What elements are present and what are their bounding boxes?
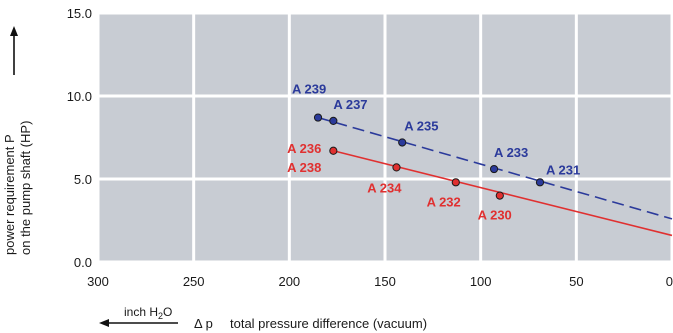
y-axis-label-line1: power requirement P xyxy=(2,134,17,255)
data-point xyxy=(489,164,499,174)
y-axis: 0.0 5.0 10.0 15.0 xyxy=(67,6,92,270)
data-point xyxy=(451,178,460,187)
data-point xyxy=(313,113,323,122)
data-point xyxy=(329,146,338,155)
data-point xyxy=(329,116,338,126)
data-point xyxy=(495,191,504,200)
y-tick-label: 0.0 xyxy=(74,255,92,270)
y-tick-label: 15.0 xyxy=(67,6,92,21)
data-point xyxy=(535,178,545,187)
y-axis-arrow-icon xyxy=(10,26,18,75)
x-tick-label: 300 xyxy=(87,274,109,289)
grid xyxy=(96,11,673,264)
point-label: A 239 xyxy=(292,82,326,97)
series-1: A 236 A 238 A 234 A 232 A 230 xyxy=(287,141,673,237)
x-tick-label: 50 xyxy=(569,274,583,289)
x-axis-unit-label: inch H2O xyxy=(124,305,172,321)
series-layer: A 239 A 237 A 235 A 233 A 231 A 236 A 238 A 234… xyxy=(287,82,673,237)
x-tick-label: 150 xyxy=(374,274,396,289)
series-0: A 239 A 237 A 235 A 233 A 231 xyxy=(292,82,673,220)
point-label: A 230 xyxy=(478,208,512,223)
point-label: A 236 xyxy=(287,141,321,156)
y-tick-label: 10.0 xyxy=(67,89,92,104)
point-label: A 238 xyxy=(287,160,321,175)
x-axis-arrow-icon xyxy=(99,319,178,327)
x-tick-label: 200 xyxy=(278,274,300,289)
x-axis-symbol: Δ p xyxy=(194,316,213,331)
point-label: A 231 xyxy=(546,162,580,177)
point-label: A 237 xyxy=(333,97,367,112)
x-axis-label: total pressure difference (vacuum) xyxy=(230,316,427,331)
point-label: A 232 xyxy=(427,194,461,209)
point-label: A 234 xyxy=(367,180,402,195)
y-axis-label-line2: on the pump shaft (HP) xyxy=(18,121,33,255)
data-point xyxy=(398,138,407,147)
x-tick-label: 0 xyxy=(666,274,673,289)
y-tick-label: 5.0 xyxy=(74,172,92,187)
x-tick-label: 250 xyxy=(183,274,205,289)
x-tick-label: 100 xyxy=(470,274,492,289)
point-label: A 233 xyxy=(494,145,528,160)
x-axis: 300 250 200 150 100 50 0 xyxy=(87,274,673,289)
point-label: A 235 xyxy=(404,118,438,133)
data-point xyxy=(392,163,401,172)
